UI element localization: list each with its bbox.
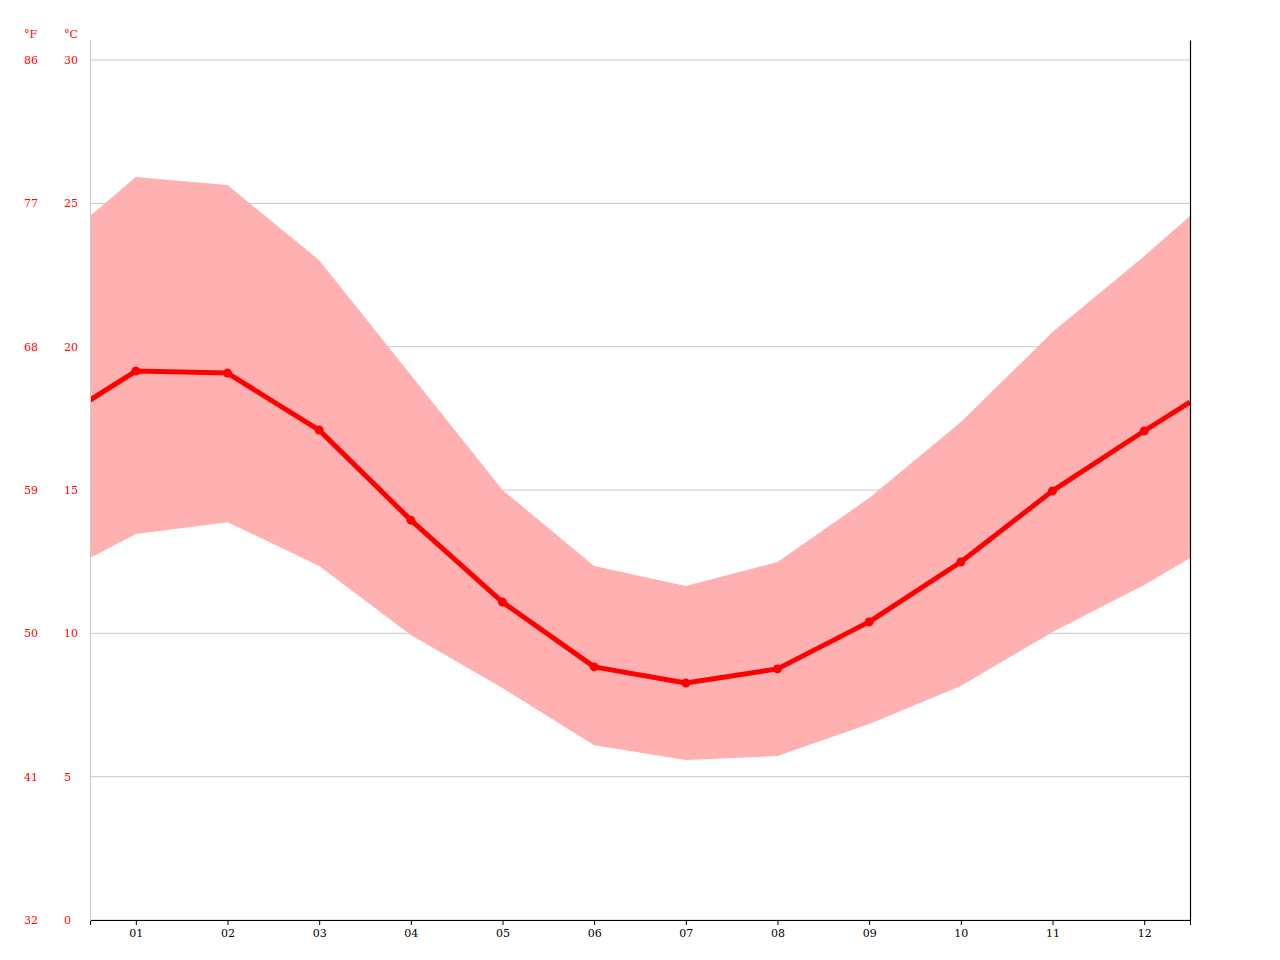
tick-mark [869, 920, 870, 925]
range-band [90, 177, 1190, 760]
marker [1140, 426, 1149, 435]
tick: 07 [679, 920, 693, 940]
marker [681, 678, 690, 687]
grid-line [90, 60, 1190, 61]
tick-mark [136, 920, 137, 925]
tick-label: 30 [64, 54, 78, 67]
marker [865, 617, 874, 626]
tick-mark [1144, 920, 1145, 925]
tick: 41 [24, 771, 90, 784]
tick: 30 [64, 54, 90, 67]
tick-label: 04 [404, 927, 418, 940]
tick: 20 [64, 341, 90, 354]
tick: 09 [863, 920, 877, 940]
tick-label: 5 [64, 771, 71, 784]
tick: 59 [24, 484, 90, 497]
chart: 0102030405060708091011120510152025303241… [0, 0, 1280, 960]
tick-mark [228, 920, 229, 925]
x-axis: 01 02 03 04 05 06 07 08 09 10 11 12 [91, 920, 1191, 940]
tick-label: 10 [954, 927, 968, 940]
marker [590, 662, 599, 671]
tick-label: 15 [64, 484, 78, 497]
tick-mark [503, 920, 504, 925]
tick: 25 [64, 197, 90, 210]
tick-mark [411, 920, 412, 925]
tick-label: 12 [1138, 927, 1152, 940]
tick: 86 [24, 54, 90, 67]
right-frame [1190, 41, 1191, 921]
tick-label: 77 [24, 197, 38, 210]
tick-label: 09 [863, 927, 877, 940]
tick-label: 25 [64, 197, 78, 210]
tick-label: 68 [24, 341, 38, 354]
tick-mark [1053, 920, 1054, 925]
tick: 10 [64, 627, 90, 640]
axis-line [91, 921, 1191, 926]
tick: 04 [404, 920, 418, 940]
axis-line [90, 41, 91, 921]
tick-label: 01 [129, 927, 143, 940]
marker [498, 598, 507, 607]
marker [131, 367, 140, 376]
tick-label: 11 [1046, 927, 1060, 940]
tick-label: 07 [679, 927, 693, 940]
y2-axis: 32415059687786 [24, 41, 91, 928]
tick: 50 [24, 627, 90, 640]
axis-title: °F [24, 28, 38, 41]
tick-label: 41 [24, 771, 38, 784]
tick-label: 32 [24, 914, 38, 927]
tick-label: 02 [221, 927, 235, 940]
tick: 03 [313, 920, 327, 940]
tick: 11 [1046, 920, 1060, 940]
axis-title: °C [64, 28, 78, 41]
tick: 01 [129, 920, 143, 940]
plot-area [90, 177, 1190, 760]
grid [90, 60, 1190, 920]
tick: 05 [496, 920, 510, 940]
tick: 08 [771, 920, 785, 940]
tick-label: 08 [771, 927, 785, 940]
tick: 32 [24, 914, 90, 927]
tick-mark [686, 920, 687, 925]
tick-label: 0 [64, 914, 71, 927]
tick-label: 86 [24, 54, 38, 67]
tick-mark [319, 920, 320, 925]
tick-mark [778, 920, 779, 925]
tick-label: 03 [313, 927, 327, 940]
tick-mark [594, 920, 595, 925]
marker [315, 426, 324, 435]
line [90, 371, 1190, 683]
tick-label: 06 [588, 927, 602, 940]
grid-line [90, 776, 1190, 777]
tick-label: 20 [64, 341, 78, 354]
axis-line [1190, 41, 1191, 921]
tick-label: 10 [64, 627, 78, 640]
marker [1048, 486, 1057, 495]
tick: 02 [221, 920, 235, 940]
tick: 15 [64, 484, 90, 497]
tick-label: 50 [24, 627, 38, 640]
tick: 06 [588, 920, 602, 940]
tick: 10 [954, 920, 968, 940]
axis-line [90, 41, 91, 921]
tick-mark [961, 920, 962, 925]
tick-label: 05 [496, 927, 510, 940]
grid-line [90, 203, 1190, 204]
tick: 77 [24, 197, 90, 210]
tick: 12 [1138, 920, 1152, 940]
tick: 5 [64, 771, 90, 784]
marker [406, 516, 415, 525]
y-axis: 0 5 10 15 20 25 30 [64, 41, 91, 928]
tick: 0 [64, 914, 90, 927]
tick: 68 [24, 341, 90, 354]
marker [223, 369, 232, 378]
tick-label: 59 [24, 484, 38, 497]
marker [773, 664, 782, 673]
marker [956, 557, 965, 566]
